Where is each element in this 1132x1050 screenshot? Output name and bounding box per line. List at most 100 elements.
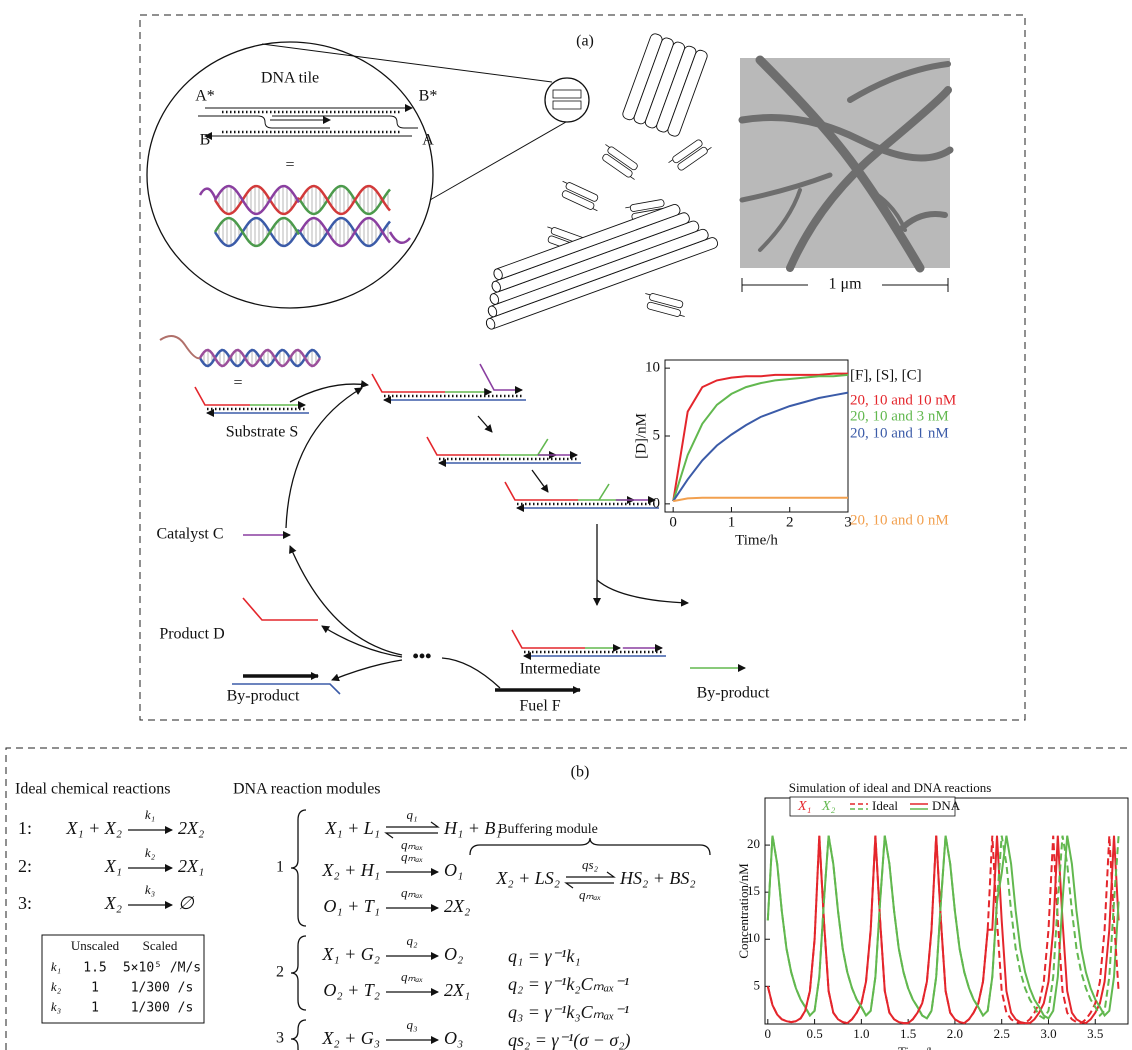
plot-frame: [665, 360, 848, 512]
strand: [215, 186, 299, 214]
strand: [372, 374, 445, 392]
equals-sign: =: [285, 157, 294, 174]
product-label: Product D: [159, 626, 224, 643]
tile-zoom-part: [430, 122, 566, 200]
reactants: X₁ + G₂: [321, 944, 380, 964]
x-tick-label: 0.5: [806, 1026, 822, 1041]
x-tick-label: 3.0: [1040, 1026, 1056, 1041]
tile-bundle: [470, 195, 719, 330]
rate-constant: k₁: [145, 807, 155, 822]
brace: [291, 936, 306, 1010]
brace: [291, 1020, 306, 1050]
x-tick-label: 1.5: [900, 1026, 916, 1041]
products: 2X₁: [178, 856, 204, 876]
y-tick-label: 5: [653, 427, 661, 443]
legend-title: [F], [S], [C]: [850, 367, 922, 383]
reactants: X₁ + X₂: [65, 818, 122, 838]
x-tick-label: 0: [669, 514, 677, 530]
tile-ends: [669, 137, 712, 172]
rate-constant: q₁: [406, 807, 417, 822]
reactants: X₂: [104, 893, 122, 913]
y-axis-label: [D]/nM: [633, 413, 649, 459]
data-line: [673, 374, 848, 502]
reaction-index: 1:: [18, 818, 32, 838]
x-tick-label: 2.5: [994, 1026, 1010, 1041]
products: 2X₂: [178, 818, 204, 838]
cycle-arrows-part: [286, 388, 362, 528]
rate-constant: qₘₐₓ: [401, 849, 423, 864]
catalyst-label: Catalyst C: [156, 526, 223, 543]
brace: [291, 810, 306, 926]
legend-entry: Ideal: [872, 798, 898, 813]
rate-equation: q₃ = γ⁻¹k₃Cₘₐₓ⁻¹: [508, 1002, 629, 1022]
strand-end: B*: [419, 88, 438, 105]
tile-bundle: [621, 32, 708, 137]
products: O₁: [444, 860, 463, 880]
tile-icon: [597, 143, 642, 181]
brace: [470, 838, 710, 855]
charts: 05100123[D]/nMTime/h[F], [S], [C]20, 10 …: [633, 360, 1128, 1050]
strand: [215, 218, 299, 246]
legend-entry: 20, 10 and 1 nM: [850, 425, 949, 441]
strand: [599, 484, 609, 500]
products: H₁ + B₁: [443, 818, 502, 838]
x-tick-label: 3.5: [1087, 1026, 1103, 1041]
strand: [505, 482, 578, 500]
x-tick-label: 1.0: [853, 1026, 869, 1041]
panel-label: (a): [576, 33, 594, 50]
cycle-arrows-part: [478, 416, 492, 432]
equations: 1:X₁ + X₂k₁2X₂2:X₁k₂2X₁3:X₂k₃∅UnscaledSc…: [18, 807, 710, 1050]
complex: [505, 482, 659, 508]
free-strands-part: [243, 598, 318, 620]
x-tick-label: 1: [728, 514, 736, 530]
cycle-arrows: [286, 384, 688, 688]
table-cell: 1/300 /s: [131, 1001, 194, 1016]
rate-constant: qₘₐₓ: [579, 887, 601, 902]
module-index: 1: [276, 859, 284, 876]
tile-zoom-part: [553, 90, 581, 98]
strand: [215, 218, 299, 246]
tile-schematic-part: [272, 116, 418, 128]
cycle-arrows-part: [290, 384, 368, 402]
products: O₂: [444, 944, 463, 964]
products: ∅: [178, 893, 195, 913]
complexes: [195, 364, 666, 656]
section-title: DNA reaction modules: [233, 781, 381, 798]
module-index: 2: [276, 964, 284, 981]
micrograph: [740, 58, 950, 268]
tile-icon: [642, 292, 689, 319]
reaction-index: 3:: [18, 893, 32, 913]
rate-constant: q₂: [406, 933, 418, 948]
cycle-arrows-part: [332, 660, 402, 680]
strand-tail: [390, 232, 410, 243]
table-cell: 5×10⁵ /M/s: [123, 961, 201, 976]
legend-entry: DNA: [932, 798, 961, 813]
cycle-arrows-part: [597, 580, 688, 603]
reaction-index: 2:: [18, 856, 32, 876]
reactants: X₁: [104, 856, 122, 876]
table-cell: k₂: [51, 979, 62, 994]
tile-icon: [667, 136, 712, 174]
strand-end: A*: [195, 88, 215, 105]
tile-ends: [599, 144, 642, 179]
strand: [215, 186, 299, 214]
products: O₃: [444, 1028, 463, 1048]
free-strands: [232, 535, 745, 694]
x-axis-label: Time/h: [735, 532, 778, 548]
reaction-arrow: [386, 822, 438, 827]
y-tick-label: 20: [747, 836, 760, 851]
strand-end: B: [200, 132, 211, 149]
y-tick-label: 0: [653, 495, 661, 511]
products: 2X₁: [444, 980, 470, 1000]
tile-icon: [557, 179, 604, 212]
module-index: 3: [276, 1030, 284, 1047]
module-title: Buffering module: [498, 822, 598, 837]
reactants: X₂ + G₃: [321, 1028, 380, 1048]
reactants: O₁ + T₁: [323, 896, 380, 916]
legend-entry: 20, 10 and 0 nM: [850, 512, 949, 528]
tile-schematic: [198, 108, 418, 136]
reactants: X₂ + LS₂: [495, 868, 560, 888]
rate-constant: qₘₐₓ: [401, 969, 423, 984]
tile-title: DNA tile: [261, 70, 319, 87]
reactants: X₂ + H₁: [321, 860, 380, 880]
